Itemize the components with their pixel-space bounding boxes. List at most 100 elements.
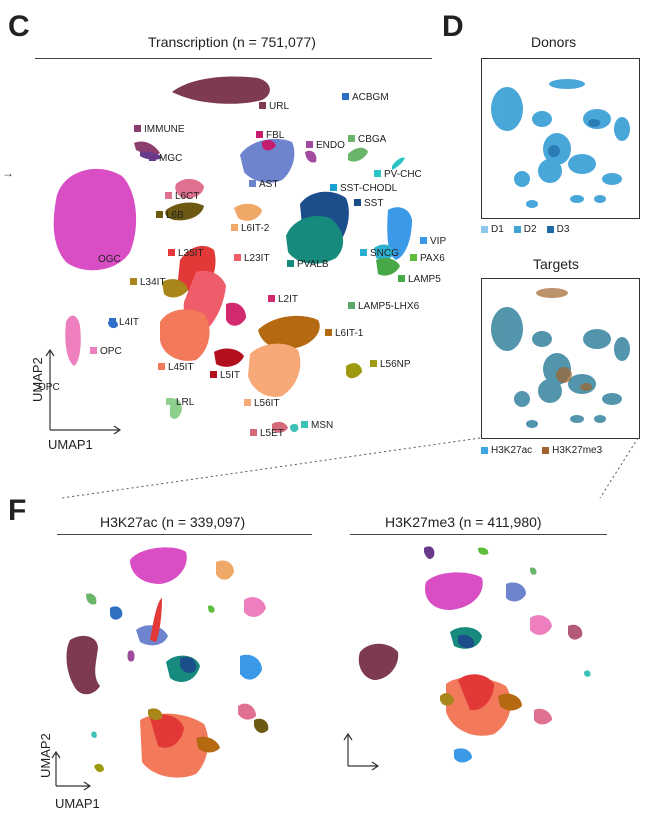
panel-letter-f: F [8, 494, 27, 527]
legend-item-d1: D1 [481, 224, 504, 235]
legend-marker-pv-chc [374, 170, 381, 177]
cluster-label-url: URL [269, 101, 289, 112]
cluster-label-sncg: SNCG [370, 248, 399, 259]
legend-marker-endo [306, 141, 313, 148]
cluster-cbga [348, 147, 368, 162]
legend-marker-l6it-1 [325, 329, 332, 336]
cluster-label-msn: MSN [311, 420, 333, 431]
legend-marker-l34it [130, 278, 137, 285]
panel-c-title: Transcription (n = 751,077) [148, 34, 316, 50]
cluster-l6b [165, 202, 204, 221]
legend-marker-l6ct [165, 192, 172, 199]
cluster-label-l2it: L2IT [278, 294, 298, 305]
cluster-label-acbgm: ACBGM [352, 92, 389, 103]
axis-label-umap2-f: UMAP2 [38, 733, 53, 778]
legend-marker-lrl [166, 398, 173, 405]
cluster-ast [240, 138, 295, 183]
cluster-label-l45it: L45IT [168, 362, 194, 373]
legend-marker-mgc [149, 154, 156, 161]
legend-marker-immune [134, 125, 141, 132]
legend-marker-l2it [268, 295, 275, 302]
cluster-l6it-1 [258, 315, 320, 350]
axis-label-umap1-c: UMAP1 [48, 437, 93, 450]
cluster-l6ct [175, 178, 204, 199]
cluster-pv-chc [392, 157, 405, 170]
legend-item-d2: D2 [513, 224, 537, 235]
cluster-l45it [160, 309, 210, 361]
cluster-label-sst-chodl: SST-CHODL [340, 183, 398, 194]
legend-marker-l5it [210, 371, 217, 378]
targets-umap-plot [491, 288, 630, 428]
cluster-label-vip: VIP [430, 236, 446, 247]
legend-marker-l4it [109, 318, 116, 325]
cluster-label-l6it-1: L6IT-1 [335, 328, 364, 339]
cluster-label-sst: SST [364, 198, 383, 209]
cluster-opc [65, 315, 81, 366]
umap-h3k27ac-plot: UMAP2 UMAP1 [38, 547, 269, 811]
legend-marker-opc [90, 347, 97, 354]
cluster-label-lrl: LRL [176, 397, 195, 408]
umap-axes-f2 [343, 732, 380, 771]
cluster-label-l56np: L56NP [380, 359, 411, 370]
legend-marker-lamp5 [398, 275, 405, 282]
cluster-label-fbl: FBL [266, 130, 285, 141]
legend-marker-pvalb [287, 260, 294, 267]
cluster-blobs [53, 76, 412, 433]
legend-marker-l6b [156, 211, 163, 218]
legend-marker-l56np [370, 360, 377, 367]
cluster-label-cbga: CBGA [358, 134, 387, 145]
cluster-label-l6it-2: L6IT-2 [241, 223, 270, 234]
legend-marker-vip [420, 237, 427, 244]
h3k27ac-title: H3K27ac (n = 339,097) [100, 514, 246, 530]
h3k27me3-title: H3K27me3 (n = 411,980) [385, 514, 542, 530]
legend-marker-sst [354, 199, 361, 206]
cluster-label-pvalb: PVALB [297, 259, 329, 270]
h3k27ac-title-rule [57, 534, 312, 535]
legend-marker-acbgm [342, 93, 349, 100]
legend-marker-l23it [234, 254, 241, 261]
cluster-l5et [272, 421, 288, 433]
donors-legend: D1 D2 D3 [481, 224, 569, 235]
cluster-label-l56it: L56IT [254, 398, 280, 409]
legend-marker-l45it [158, 363, 165, 370]
cluster-label-l6b: L6B [166, 210, 184, 221]
axis-label-umap1-f: UMAP1 [55, 796, 100, 811]
panel-letter-c: C [8, 10, 30, 43]
donors-title: Donors [531, 34, 577, 50]
legend-item-h3k27ac: H3K27ac [481, 445, 532, 456]
cluster-immune [134, 141, 160, 156]
legend-marker-fbl [256, 131, 263, 138]
legend-marker-l6it-2 [231, 224, 238, 231]
legend-marker-pax6 [410, 254, 417, 261]
cluster-label-l4it: L4IT [119, 317, 139, 328]
umap-axes-f [51, 750, 92, 791]
targets-legend: H3K27ac H3K27me3 [481, 445, 602, 456]
legend-marker-lamp5-lhx6 [348, 302, 355, 309]
cluster-l34it [162, 279, 188, 298]
cluster-msn [290, 423, 299, 433]
axis-label-umap2-c: UMAP2 [30, 357, 45, 402]
cluster-lamp5 [376, 258, 400, 276]
legend-marker-msn [301, 421, 308, 428]
cluster-l56it [248, 343, 301, 397]
cluster-vip [387, 207, 412, 260]
cluster-label-mgc: MGC [159, 153, 182, 164]
donors-umap-plot [491, 79, 630, 208]
panel-c-title-rule [35, 58, 432, 59]
cluster-l56np [346, 363, 362, 379]
cluster-label-ast: AST [259, 179, 278, 190]
arrow-right-icon: → [2, 166, 14, 180]
legend-marker-l35it [168, 249, 175, 256]
cluster-label-immune: IMMUNE [144, 124, 185, 135]
targets-title: Targets [533, 256, 579, 272]
umap-axes-c [45, 348, 122, 435]
cluster-label-opc-sub: OPC [38, 382, 60, 393]
legend-marker-sst-chodl [330, 184, 337, 191]
cluster-label-l34it: L34IT [140, 277, 166, 288]
legend-marker-sncg [360, 249, 367, 256]
cluster-endo [305, 150, 317, 163]
cluster-labels: URL ACBGM IMMUNE FBL ENDO CBGA MGC PV-CHC AST SST… [88, 92, 446, 439]
legend-marker-ogc [88, 255, 95, 262]
umap-h3k27me3-plot [343, 546, 591, 771]
